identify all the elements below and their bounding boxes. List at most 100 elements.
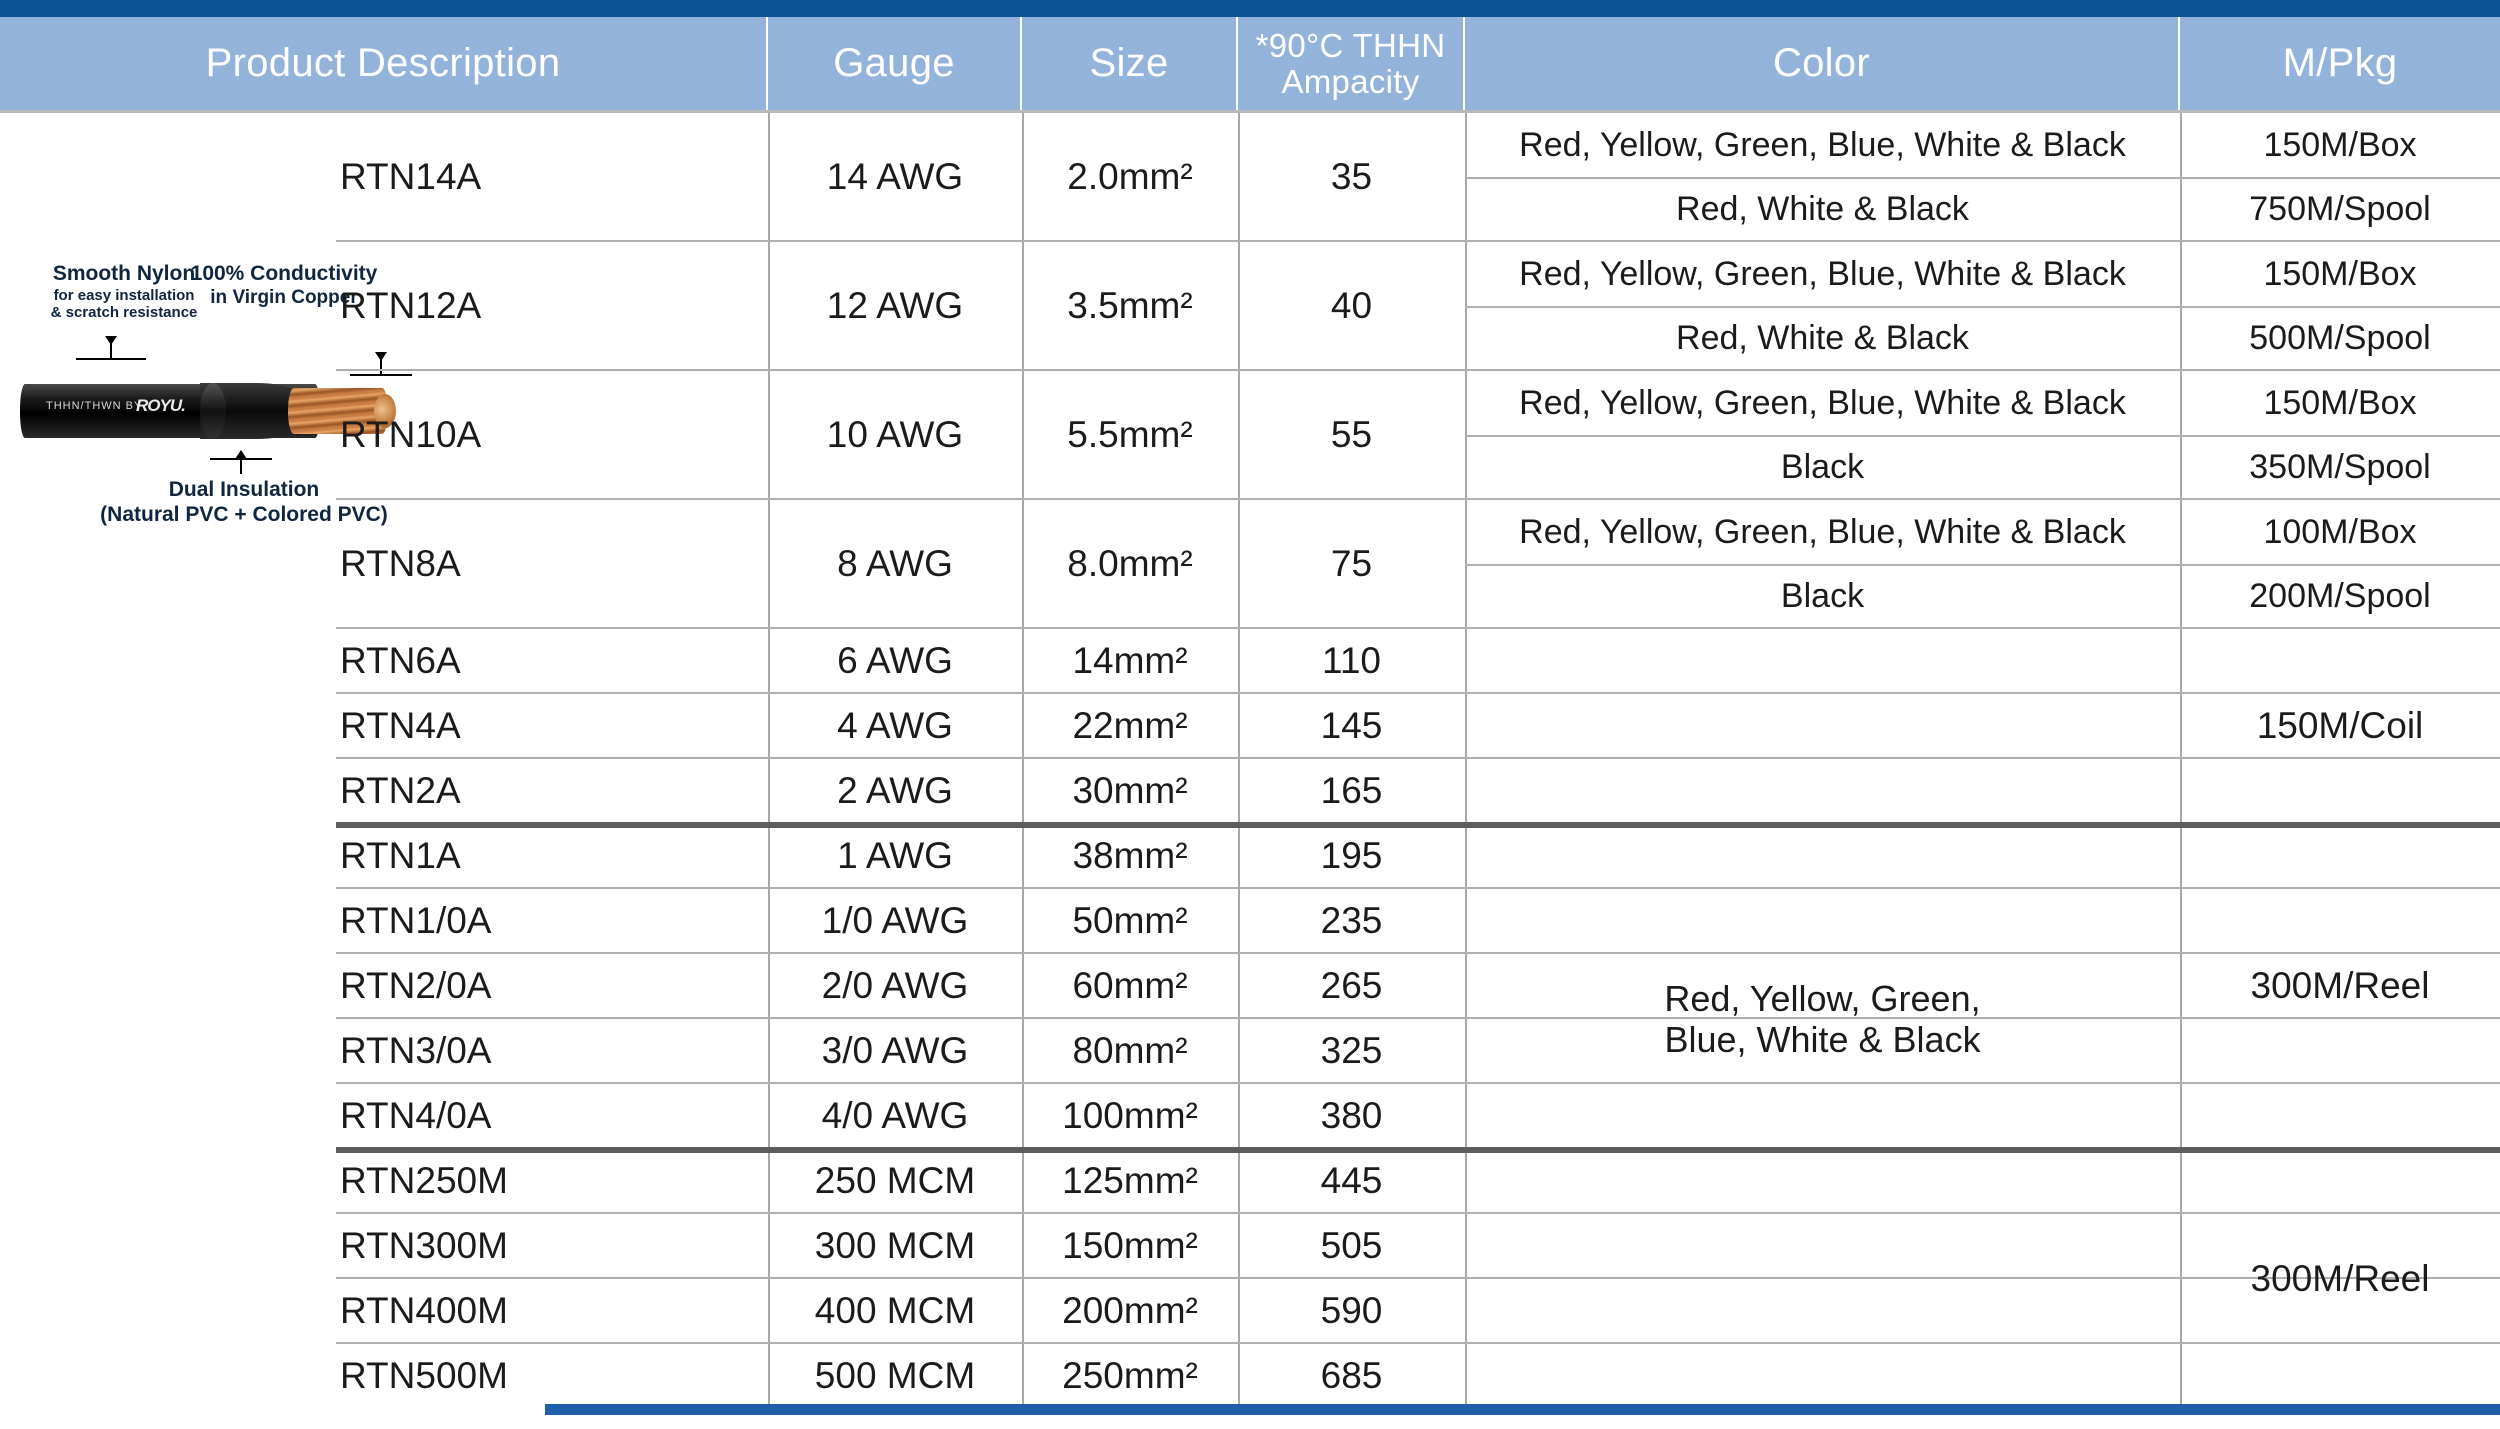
cell-color: Red, Yellow, Green, Blue, White & Black <box>1519 254 2126 293</box>
row-separator <box>336 692 2500 694</box>
row-separator-thick <box>336 1147 2500 1153</box>
row-separator <box>336 952 2500 954</box>
header-label: Product Description <box>205 40 561 85</box>
cell-color: Red, Yellow, Green, Blue, White & Black <box>1519 125 2126 164</box>
cell-ampacity: 35 <box>1330 156 1373 198</box>
callout-sub: (Natural PVC + Colored PVC) <box>100 502 388 526</box>
cell-product-description: RTN2A <box>340 770 461 812</box>
cell-size: 200mm² <box>1062 1290 1198 1332</box>
cell-size: 8.0mm² <box>1067 543 1193 585</box>
cell-ampacity: 110 <box>1322 640 1381 682</box>
cell-gauge: 3/0 AWG <box>821 1030 969 1072</box>
callout-title: 100% Conductivity <box>190 262 378 285</box>
cell-mpkg-merged: 300M/Reel <box>2250 1257 2430 1299</box>
header-size: Size <box>1022 17 1238 110</box>
cell-mpkg: 150M/Box <box>2263 254 2417 293</box>
cell-gauge: 400 MCM <box>814 1290 976 1332</box>
cell-size: 125mm² <box>1062 1160 1198 1202</box>
cell-product-description: RTN8A <box>340 543 461 585</box>
cell-gauge: 500 MCM <box>814 1355 976 1397</box>
callout-smooth-nylon: Smooth Nylon for easy installation & scr… <box>24 262 224 322</box>
cell-gauge: 8 AWG <box>837 543 953 585</box>
cell-gauge: 300 MCM <box>814 1225 976 1267</box>
header-mpkg: M/Pkg <box>2180 17 2500 110</box>
cell-gauge: 2 AWG <box>837 770 953 812</box>
cell-gauge: 10 AWG <box>826 414 964 456</box>
cell-color: Red, Yellow, Green, Blue, White & Black <box>1519 383 2126 422</box>
cell-size: 50mm² <box>1072 900 1188 942</box>
cell-mpkg: 100M/Box <box>2263 512 2417 551</box>
row-separator <box>336 627 2500 629</box>
row-separator <box>1465 434 2500 437</box>
cell-mpkg: 200M/Spool <box>2249 577 2431 616</box>
cell-product-description: RTN4A <box>340 705 461 747</box>
cell-ampacity: 195 <box>1320 835 1383 877</box>
cell-ampacity: 145 <box>1320 705 1383 747</box>
cell-product-description: RTN6A <box>340 640 461 682</box>
cell-product-description: RTN4/0A <box>340 1095 492 1137</box>
row-separator <box>336 1342 2500 1344</box>
cell-mpkg-merged: 300M/Reel <box>2250 965 2430 1007</box>
callout-insulation-arrow-head <box>235 450 247 459</box>
row-separator <box>336 498 2500 500</box>
cell-size: 5.5mm² <box>1067 414 1193 456</box>
cell-ampacity: 325 <box>1320 1030 1383 1072</box>
cell-product-description: RTN12A <box>340 285 482 327</box>
header-label: Color <box>1772 40 1871 85</box>
cell-gauge: 250 MCM <box>814 1160 976 1202</box>
cell-mpkg: 750M/Spool <box>2249 190 2431 229</box>
cell-ampacity: 590 <box>1320 1290 1383 1332</box>
header-color: Color <box>1465 17 2180 110</box>
cell-size: 150mm² <box>1062 1225 1198 1267</box>
cell-mpkg: 350M/Spool <box>2249 448 2431 487</box>
cell-ampacity: 75 <box>1330 543 1373 585</box>
callout-conductivity: 100% Conductivity in Virgin Copper <box>184 262 384 309</box>
top-blue-bar <box>0 0 2500 17</box>
cell-size: 14mm² <box>1072 640 1188 682</box>
header-label: M/Pkg <box>2282 40 2398 85</box>
cell-product-description: RTN10A <box>340 414 482 456</box>
callout-dual-insulation: Dual Insulation (Natural PVC + Colored P… <box>44 478 444 528</box>
cell-size: 2.0mm² <box>1067 156 1193 198</box>
cell-color: Black <box>1780 448 1865 487</box>
cell-ampacity: 380 <box>1320 1095 1383 1137</box>
header-label: Size <box>1089 40 1169 85</box>
row-separator <box>336 369 2500 371</box>
row-separator-thick <box>336 822 2500 828</box>
cell-product-description: RTN500M <box>340 1355 508 1397</box>
cell-gauge: 6 AWG <box>837 640 953 682</box>
cell-product-description: RTN400M <box>340 1290 508 1332</box>
cell-size: 80mm² <box>1072 1030 1188 1072</box>
callout-nylon-arrow-bar <box>76 358 146 360</box>
cable-print-text: THHN/THWN BY <box>46 400 143 412</box>
cell-size: 60mm² <box>1072 965 1188 1007</box>
cell-color-merged: Red, Yellow, Green, Blue, White & Black <box>1664 977 1981 1060</box>
bottom-blue-bar <box>545 1404 2500 1415</box>
cell-mpkg-merged: 150M/Coil <box>2256 705 2424 747</box>
cable-cut-ring <box>200 383 226 439</box>
cell-product-description: RTN2/0A <box>340 965 492 1007</box>
cell-gauge: 12 AWG <box>826 285 964 327</box>
cable-illustration: Smooth Nylon for easy installation & scr… <box>14 262 534 552</box>
cell-ampacity: 445 <box>1320 1160 1383 1202</box>
callout-nylon-arrow-stem <box>110 340 112 358</box>
header-gauge: Gauge <box>768 17 1022 110</box>
cell-size: 100mm² <box>1062 1095 1198 1137</box>
cell-size: 3.5mm² <box>1067 285 1193 327</box>
row-separator <box>1465 176 2500 179</box>
cell-product-description: RTN300M <box>340 1225 508 1267</box>
callout-nylon-arrow-head <box>105 336 117 345</box>
cell-gauge: 2/0 AWG <box>821 965 969 1007</box>
copper-conductor-end <box>374 394 396 428</box>
copper-conductor <box>288 388 388 434</box>
cell-product-description: RTN3/0A <box>340 1030 492 1072</box>
callout-sub: in Virgin Copper <box>210 286 358 308</box>
cell-color: Black <box>1780 577 1865 616</box>
callout-title: Dual Insulation <box>168 478 320 501</box>
row-separator <box>1465 563 2500 566</box>
callout-copper-arrow-head <box>375 352 387 361</box>
cell-size: 22mm² <box>1072 705 1188 747</box>
cell-ampacity: 265 <box>1320 965 1383 1007</box>
cell-mpkg: 150M/Box <box>2263 125 2417 164</box>
